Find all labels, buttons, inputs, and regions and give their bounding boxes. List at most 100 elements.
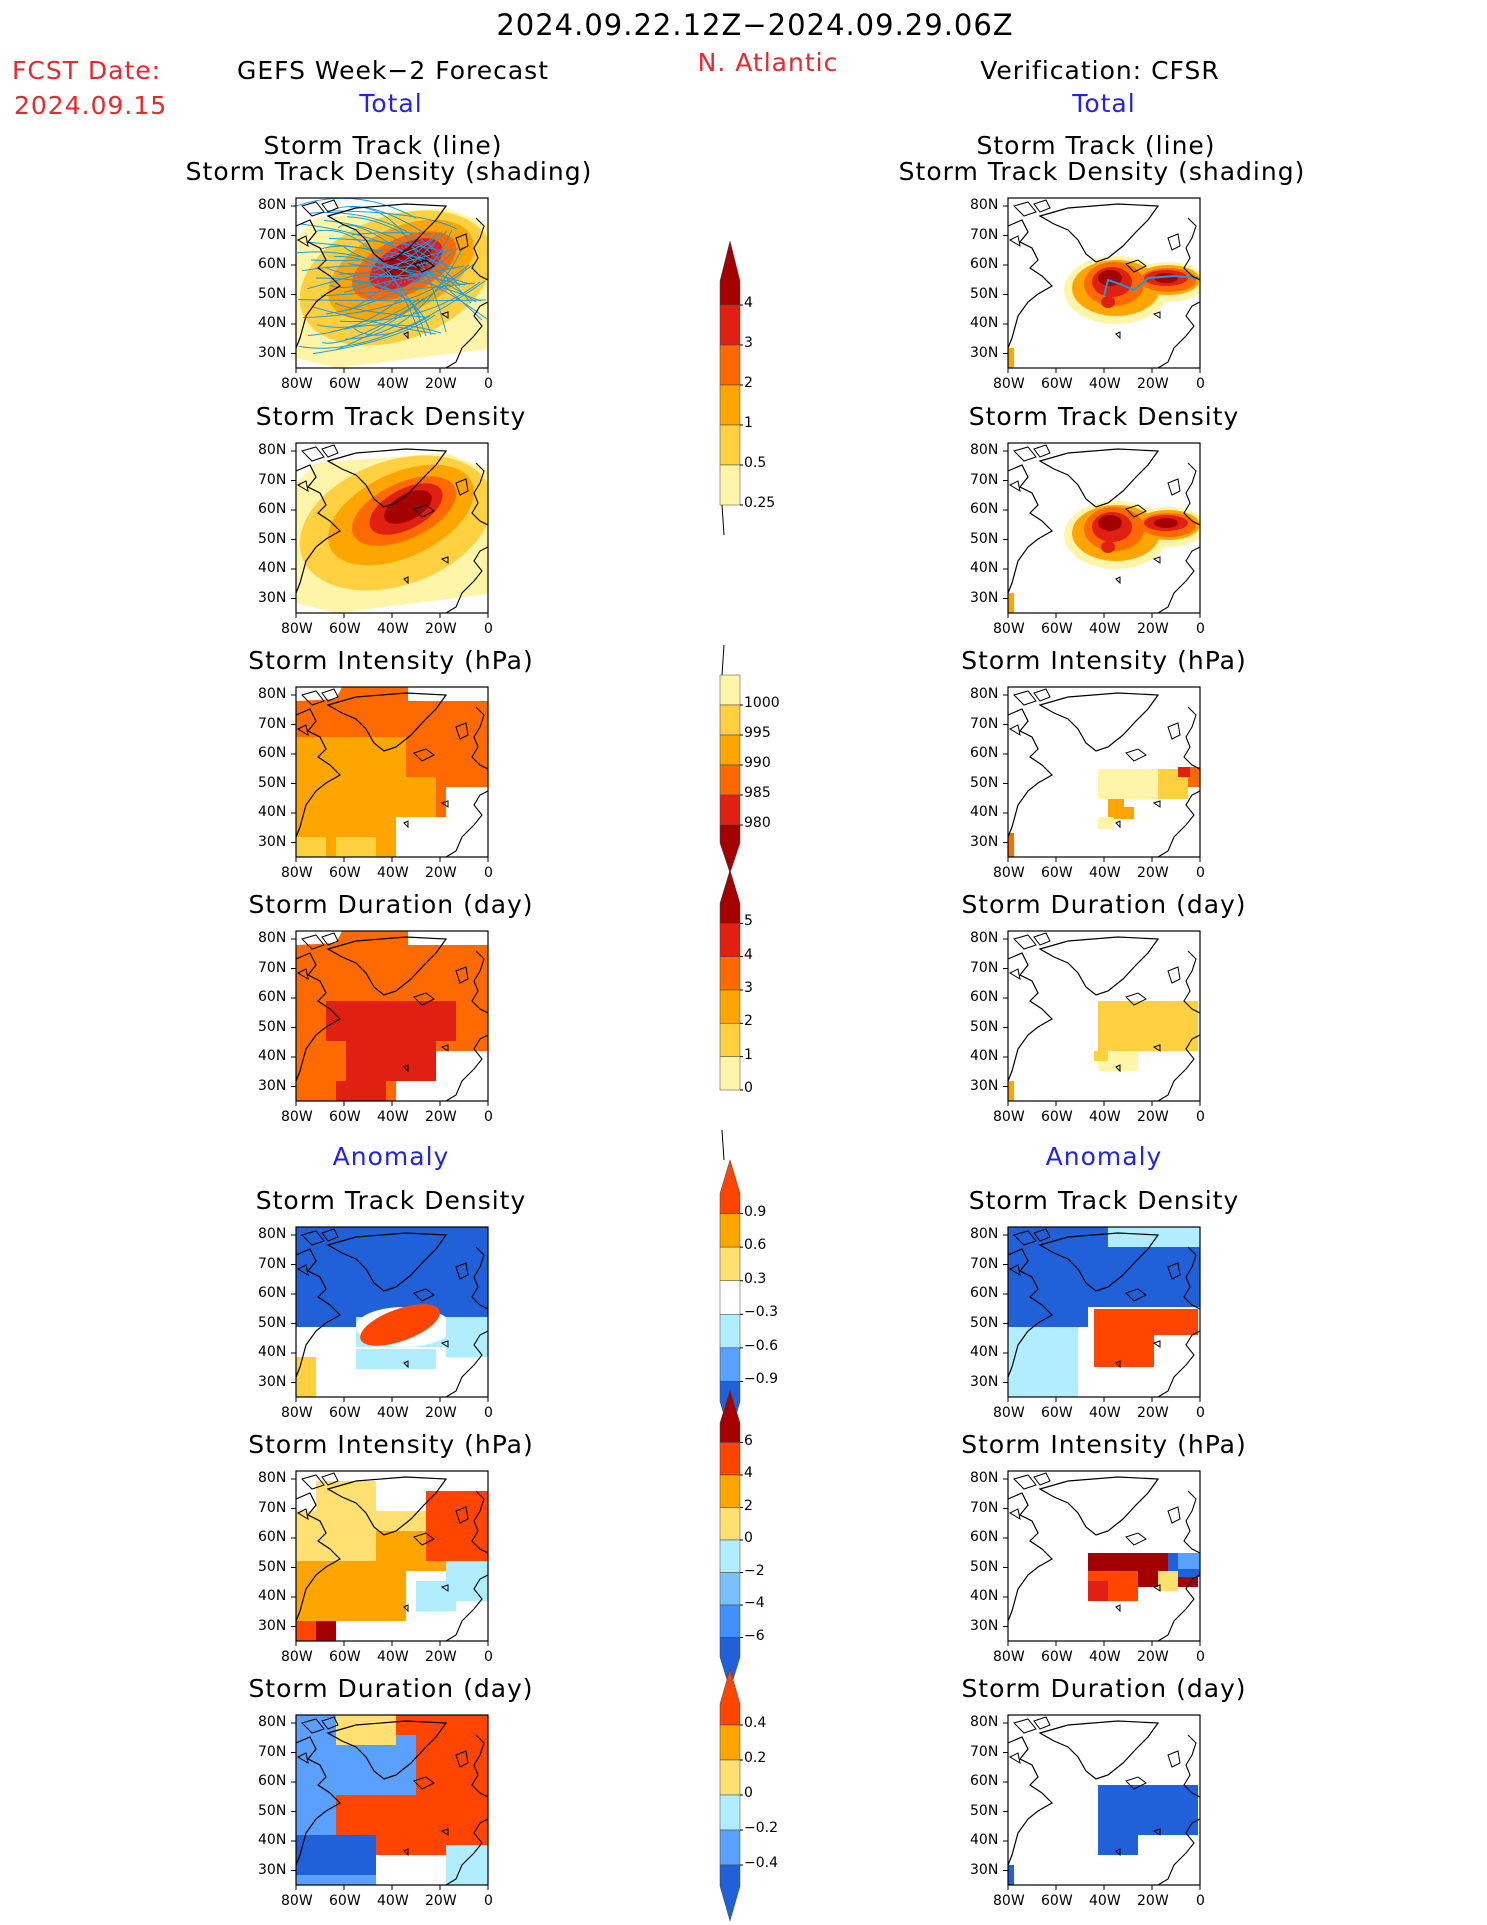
map-aduration-right [1007,1714,1201,1886]
colorbar-tick-label: 985 [744,785,771,801]
lat-tick-label: 70N [258,226,287,243]
lon-tick-label: 0 [484,1893,493,1909]
colorbar-tick-label: 0 [744,1785,753,1801]
date-range-title: 2024.09.22.12Z−2024.09.29.06Z [496,8,1014,42]
lat-tick-label: 30N [258,833,287,850]
lat-tick-label: 60N [970,1285,999,1301]
lat-tick-label: 50N [258,1802,287,1819]
lat-tick-label: 30N [970,833,999,850]
lat-tick-label: 50N [258,1018,287,1035]
lat-tick-label: 50N [970,1802,999,1819]
colorbar-tick-label: 990 [744,755,771,771]
lon-tick-label: 20W [425,1649,457,1665]
colorbar-density [719,240,743,506]
lon-tick-label: 60W [1041,621,1073,637]
lon-tick-label: 0 [484,1109,493,1125]
lat-tick-label: 60N [970,256,999,272]
map-aduration-left [295,1714,489,1886]
panel-title-anom-intensity-right: Storm Intensity (hPa) [961,1430,1247,1459]
colorbar-duration [719,869,743,1091]
lon-tick-label: 0 [1196,1109,1205,1125]
lon-tick-label: 80W [281,376,313,392]
lat-tick-label: 60N [258,1529,287,1545]
panel-title-anom-intensity-left: Storm Intensity (hPa) [248,1430,534,1459]
lat-tick-label: 60N [970,501,999,517]
panel-title-duration-left: Storm Duration (day) [248,890,534,919]
lon-tick-label: 20W [1137,865,1169,881]
lat-tick-label: 70N [258,471,287,488]
lat-tick-label: 30N [970,1373,999,1390]
lon-tick-label: 20W [425,865,457,881]
lon-tick-label: 40W [1089,376,1121,392]
lon-tick-label: 20W [1137,1405,1169,1421]
lat-tick-label: 70N [258,1743,287,1760]
panel-title-anom-density-right: Storm Track Density [968,1186,1240,1215]
lon-tick-label: 0 [1196,621,1205,637]
lat-tick-label: 50N [258,1314,287,1331]
lon-tick-label: 40W [1089,1405,1121,1421]
lon-tick-label: 20W [425,1405,457,1421]
lat-tick-label: 40N [970,1048,999,1064]
panel-title-track-line-left: Storm Track (line) [263,131,503,160]
lat-tick-label: 50N [970,1018,999,1035]
lon-tick-label: 60W [329,621,361,637]
lat-tick-label: 70N [258,1255,287,1272]
lon-tick-label: 80W [281,1649,313,1665]
lon-tick-label: 0 [1196,1649,1205,1665]
panel-title-anom-duration-right: Storm Duration (day) [961,1674,1247,1703]
map-aintensity-left [295,1470,489,1642]
lat-tick-label: 50N [258,530,287,547]
fcst-date-value: 2024.09.15 [14,91,168,120]
lon-tick-label: 60W [1041,865,1073,881]
lon-tick-label: 0 [484,376,493,392]
lat-tick-label: 30N [970,1617,999,1634]
colorbar-tick-label: 0.6 [744,1237,767,1254]
lat-tick-label: 60N [258,501,287,517]
lat-tick-label: 40N [258,1832,287,1848]
lon-tick-label: 60W [1041,1109,1073,1125]
lat-tick-label: 30N [258,1861,287,1878]
lon-tick-label: 60W [329,376,361,392]
lon-tick-label: 80W [281,1893,313,1909]
lat-tick-label: 60N [970,1773,999,1789]
region-title: N. Atlantic [697,48,839,77]
lon-tick-label: 40W [377,1649,409,1665]
lat-tick-label: 40N [258,315,287,331]
colorbar-tick-label: −0.9 [744,1371,778,1388]
map-intensity-right [1007,686,1201,858]
lon-tick-label: 40W [1089,621,1121,637]
panel-title-track-line-right: Storm Track (line) [976,131,1216,160]
lat-tick-label: 80N [258,1226,287,1242]
colorbar-tick-label: 2 [744,375,753,391]
panel-title-track-density-shading-left: Storm Track Density (shading) [185,157,593,186]
colorbar-tick-label: 0.25 [744,495,776,511]
panel-title-intensity-left: Storm Intensity (hPa) [248,646,534,675]
lon-tick-label: 60W [329,1649,361,1665]
lon-tick-label: 20W [1137,1893,1169,1909]
lat-tick-label: 80N [970,197,999,213]
lon-tick-label: 60W [1041,376,1073,392]
lon-tick-label: 60W [329,1109,361,1125]
total-right-label: Total [1072,89,1136,118]
colorbar-tick-label: 6 [744,1432,753,1449]
lon-tick-label: 80W [993,1649,1025,1665]
lon-tick-label: 60W [329,1405,361,1421]
lon-tick-label: 0 [484,865,493,881]
lon-tick-label: 20W [1137,1649,1169,1665]
colorbar-tick-label: 5 [744,913,753,930]
lon-tick-label: 40W [1089,1109,1121,1125]
colorbar-tick-label: −0.3 [744,1304,778,1321]
lat-tick-label: 70N [970,471,999,488]
lat-tick-label: 70N [970,959,999,976]
colorbar-tick-label: −0.6 [744,1337,778,1354]
lat-tick-label: 40N [258,1344,287,1360]
colorbar-tick-label: 4 [744,946,753,963]
colorbar-tick-label: 3 [744,980,753,996]
lat-tick-label: 50N [970,1314,999,1331]
lon-tick-label: 20W [425,1893,457,1909]
lon-tick-label: 80W [281,1109,313,1125]
lon-tick-label: 40W [377,621,409,637]
lat-tick-label: 80N [258,930,287,946]
lon-tick-label: 20W [425,1109,457,1125]
